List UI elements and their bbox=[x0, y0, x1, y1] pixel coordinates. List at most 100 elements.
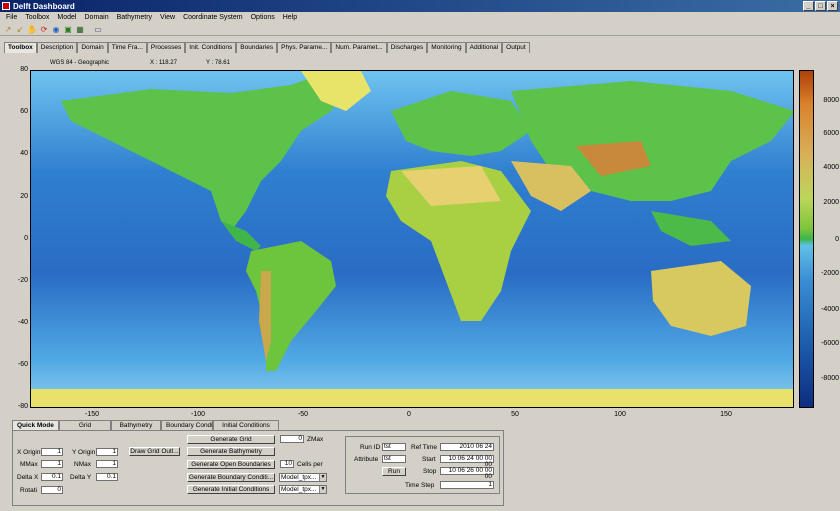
title-bar: Delft Dashboard _ □ × bbox=[0, 0, 840, 12]
delta-x-field[interactable]: 0.1 bbox=[41, 473, 63, 481]
y-tick: -20 bbox=[17, 277, 28, 284]
bathymetry-map[interactable] bbox=[30, 70, 794, 408]
minimize-button[interactable]: _ bbox=[803, 1, 814, 11]
y-tick: 60 bbox=[20, 108, 28, 115]
menu-coordinate-system[interactable]: Coordinate System bbox=[183, 14, 243, 21]
time-step-field[interactable]: 1 bbox=[440, 481, 494, 489]
colorbar-tick: 0 bbox=[835, 236, 839, 243]
tab-processes[interactable]: Processes bbox=[146, 42, 186, 53]
screenshot-icon[interactable]: ▭ bbox=[94, 24, 102, 34]
tab-phys-parameters[interactable]: Phys. Parame... bbox=[277, 42, 332, 53]
globe-icon[interactable]: ◉ bbox=[52, 24, 60, 34]
x-origin-field[interactable]: 1 bbox=[41, 448, 63, 456]
tab-quick-mode[interactable]: Quick Mode bbox=[12, 420, 59, 430]
generate-grid-button[interactable]: Generate Grid bbox=[187, 435, 275, 444]
attribute-field[interactable]: tst bbox=[382, 455, 406, 463]
draw-grid-outline-button[interactable]: Draw Grid Outl... bbox=[129, 447, 180, 456]
menu-domain[interactable]: Domain bbox=[84, 14, 109, 21]
y-tick: -80 bbox=[17, 403, 28, 410]
tab-discharges[interactable]: Discharges bbox=[386, 42, 428, 53]
boundary-model-select[interactable]: Model_tpx... ▼ bbox=[279, 473, 327, 482]
ref-time-label: Ref Time bbox=[411, 444, 438, 451]
delta-y-field[interactable]: 0.1 bbox=[96, 473, 118, 481]
initial-model-select[interactable]: Model_tpx... ▼ bbox=[279, 485, 327, 494]
maximize-button[interactable]: □ bbox=[815, 1, 826, 11]
nmax-field[interactable]: 1 bbox=[96, 460, 118, 468]
y-tick: 0 bbox=[24, 235, 28, 242]
x-tick: -100 bbox=[190, 411, 205, 418]
coordinate-system-label: WGS 84 - Geographic bbox=[50, 60, 110, 66]
y-origin-field[interactable]: 1 bbox=[96, 448, 118, 456]
chevron-down-icon: ▼ bbox=[319, 486, 326, 493]
tab-num-parameters[interactable]: Num. Paramet... bbox=[331, 42, 387, 53]
run-id-field[interactable]: tst bbox=[382, 443, 406, 451]
y-tick: 80 bbox=[20, 66, 28, 73]
start-label: Start bbox=[422, 456, 436, 463]
main-tabs: Toolbox Description Domain Time Fra... P… bbox=[4, 42, 530, 53]
generate-boundary-conditions-button[interactable]: Generate Boundary Conditi... bbox=[187, 473, 275, 482]
tab-grid[interactable]: Grid bbox=[59, 420, 111, 430]
tab-init-conditions[interactable]: Init. Conditions bbox=[185, 42, 237, 53]
tab-additional[interactable]: Additional bbox=[465, 42, 503, 53]
boundary-model-select-value: Model_tpx... bbox=[281, 474, 317, 481]
menu-bar: File Toolbox Model Domain Bathymetry Vie… bbox=[0, 12, 840, 23]
colorbar-tick: 2000 bbox=[823, 199, 839, 206]
mmax-field[interactable]: 1 bbox=[41, 460, 63, 468]
close-button[interactable]: × bbox=[827, 1, 838, 11]
tab-time-frame[interactable]: Time Fra... bbox=[107, 42, 147, 53]
colorbar-tick: 4000 bbox=[823, 164, 839, 171]
menu-toolbox[interactable]: Toolbox bbox=[25, 14, 50, 21]
tab-initial-conditions[interactable]: Initial Conditions bbox=[213, 420, 279, 430]
pan-icon[interactable]: ✋ bbox=[27, 24, 37, 34]
refresh-icon[interactable]: ⟳ bbox=[40, 24, 48, 34]
menu-options[interactable]: Options bbox=[250, 14, 275, 21]
world-map-graphic bbox=[31, 71, 793, 407]
run-id-label: Run ID bbox=[360, 444, 381, 451]
run-button[interactable]: Run bbox=[382, 467, 406, 476]
grid-icon[interactable]: ▦ bbox=[76, 24, 84, 34]
tab-boundaries[interactable]: Boundaries bbox=[236, 42, 278, 53]
ref-time-field[interactable]: 2010 06 24 bbox=[440, 443, 494, 451]
tab-output[interactable]: Output bbox=[502, 42, 530, 53]
time-step-label: Time Step bbox=[405, 482, 435, 489]
generate-bathymetry-button[interactable]: Generate Bathymetry bbox=[187, 447, 275, 456]
colorbar-tick: 6000 bbox=[823, 130, 839, 137]
colorbar-tick: -4000 bbox=[821, 306, 839, 313]
generate-open-boundaries-button[interactable]: Generate Open Boundaries bbox=[187, 460, 275, 469]
x-origin-label: X Origin bbox=[17, 449, 41, 456]
tab-toolbox[interactable]: Toolbox bbox=[4, 42, 37, 53]
zoom-in-icon[interactable]: ↗ bbox=[4, 24, 12, 34]
window-title: Delft Dashboard bbox=[13, 1, 75, 11]
tab-monitoring[interactable]: Monitoring bbox=[427, 42, 466, 53]
start-field[interactable]: 10 06 24 00 00 00 bbox=[440, 455, 494, 468]
y-coordinate: Y : 78.61 bbox=[206, 60, 230, 66]
rotation-field[interactable]: 0 bbox=[41, 486, 63, 494]
menu-help[interactable]: Help bbox=[282, 14, 298, 21]
tab-description[interactable]: Description bbox=[36, 42, 78, 53]
colorbar-tick: 8000 bbox=[823, 97, 839, 104]
run-settings-group bbox=[345, 436, 500, 494]
initial-model-select-value: Model_tpx... bbox=[281, 486, 317, 493]
y-tick: -40 bbox=[17, 319, 28, 326]
zoom-out-icon[interactable]: ↙ bbox=[16, 24, 24, 34]
menu-view[interactable]: View bbox=[160, 14, 176, 21]
menu-file[interactable]: File bbox=[6, 14, 18, 21]
tab-bathymetry[interactable]: Bathymetry bbox=[111, 420, 161, 430]
nmax-label: NMax bbox=[74, 461, 91, 468]
x-tick: 0 bbox=[407, 411, 411, 418]
layers-icon[interactable]: ▣ bbox=[64, 24, 72, 34]
delta-y-label: Delta Y bbox=[70, 474, 92, 481]
tab-boundary-conditions[interactable]: Boundary Conditio... bbox=[161, 420, 225, 430]
mmax-label: MMax bbox=[20, 461, 38, 468]
x-tick: -50 bbox=[297, 411, 309, 418]
app-icon bbox=[2, 2, 10, 10]
zmax-field[interactable]: 0 bbox=[280, 435, 304, 443]
x-tick: -150 bbox=[84, 411, 99, 418]
y-tick: 20 bbox=[20, 193, 28, 200]
tab-domain[interactable]: Domain bbox=[77, 42, 108, 53]
generate-initial-conditions-button[interactable]: Generate Initial Conditions bbox=[187, 485, 275, 494]
stop-field[interactable]: 10 06 26 00 00 00 bbox=[440, 467, 494, 480]
cells-per-field[interactable]: 10 bbox=[280, 460, 294, 468]
menu-bathymetry[interactable]: Bathymetry bbox=[116, 14, 153, 21]
menu-model[interactable]: Model bbox=[57, 14, 77, 21]
